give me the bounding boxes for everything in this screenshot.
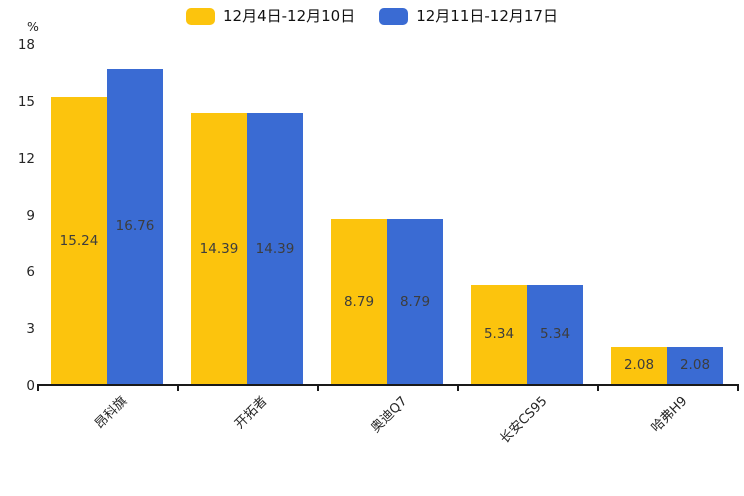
bar-value-label: 5.34: [539, 326, 571, 343]
legend-label: 12月11日-12月17日: [416, 7, 558, 25]
y-axis-unit-label: %: [27, 19, 39, 34]
bar-哈弗H9-series-0: 2.08: [611, 346, 667, 384]
bar-哈弗H9-series-1: 2.08: [667, 346, 723, 384]
axis-tick-mark: [317, 386, 319, 391]
axis-tick-mark: [737, 386, 739, 391]
axis-tick-mark: [37, 386, 39, 391]
y-tick-label: 6: [26, 264, 35, 281]
x-category-label-开拓者: 开拓者: [232, 393, 271, 433]
axis-tick-mark: [457, 386, 459, 391]
bar-value-label: 15.24: [59, 232, 99, 249]
bar-value-label: 5.34: [483, 326, 515, 343]
bar-昂科旗-series-0: 15.24: [51, 97, 107, 384]
x-category-label-昂科旗: 昂科旗: [92, 393, 131, 433]
y-tick-label: 15: [17, 93, 35, 110]
legend-swatch-icon: [186, 8, 215, 25]
y-tick-label: 3: [26, 321, 35, 338]
axis-tick-mark: [177, 386, 179, 391]
legend-label: 12月4日-12月10日: [223, 7, 356, 25]
bar-开拓者-series-0: 14.39: [191, 113, 247, 384]
bar-奥迪Q7-series-1: 8.79: [387, 219, 443, 384]
bar-奥迪Q7-series-0: 8.79: [331, 219, 387, 384]
y-tick-label: 0: [26, 378, 35, 394]
bar-value-label: 14.39: [199, 240, 239, 257]
x-category-label-哈弗H9: 哈弗H9: [648, 393, 691, 436]
bar-value-label: 2.08: [623, 357, 655, 374]
x-category-label-奥迪Q7: 奥迪Q7: [368, 393, 411, 436]
plot-area: 15.24 16.76 14.39 14.39 8.79 8.79 5.34 5.34 2.08…: [37, 45, 739, 391]
legend-item-series-0: 12月4日-12月10日: [186, 7, 355, 26]
bar-昂科旗-series-1: 16.76: [107, 68, 163, 384]
axis-tick-mark: [597, 386, 599, 391]
bar-value-label: 8.79: [399, 293, 431, 310]
x-category-label-长安CS95: 长安CS95: [497, 393, 551, 447]
y-tick-label: 12: [17, 150, 35, 167]
bar-长安CS95-series-0: 5.34: [471, 284, 527, 384]
x-axis-line: [37, 384, 739, 386]
y-tick-label: 9: [26, 207, 35, 224]
bar-长安CS95-series-1: 5.34: [527, 284, 583, 384]
bar-value-label: 16.76: [115, 218, 155, 235]
y-tick-label: 18: [17, 37, 35, 53]
bar-value-label: 8.79: [343, 293, 375, 310]
bar-开拓者-series-1: 14.39: [247, 113, 303, 384]
bar-value-label: 14.39: [255, 240, 295, 257]
bar-value-label: 2.08: [679, 357, 711, 374]
legend: 12月4日-12月10日 12月11日-12月17日: [0, 7, 744, 26]
legend-item-series-1: 12月11日-12月17日: [379, 7, 558, 26]
legend-swatch-icon: [379, 8, 409, 25]
